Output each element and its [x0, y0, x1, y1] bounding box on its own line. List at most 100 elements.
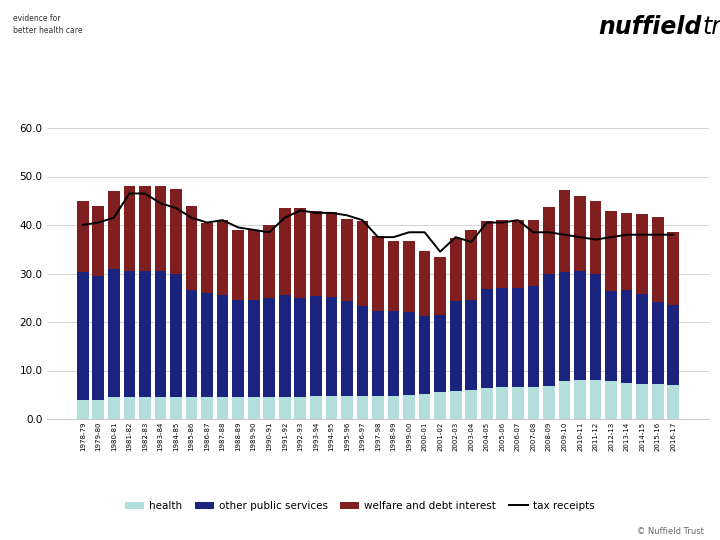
- Bar: [606, 381, 617, 419]
- Bar: [233, 300, 244, 397]
- Bar: [512, 388, 523, 419]
- Bar: [279, 397, 291, 419]
- Text: nuffield: nuffield: [598, 16, 702, 39]
- Bar: [155, 271, 166, 397]
- Bar: [652, 302, 664, 384]
- Bar: [186, 291, 197, 397]
- Bar: [636, 294, 648, 383]
- Bar: [512, 220, 523, 288]
- Bar: [310, 396, 322, 419]
- Bar: [636, 214, 648, 294]
- Bar: [341, 219, 353, 301]
- Bar: [170, 397, 182, 419]
- Bar: [186, 397, 197, 419]
- Bar: [139, 397, 150, 419]
- Bar: [652, 217, 664, 302]
- Bar: [310, 296, 322, 396]
- Bar: [170, 273, 182, 397]
- Bar: [108, 397, 120, 419]
- Bar: [139, 271, 150, 397]
- Bar: [294, 298, 306, 397]
- Bar: [310, 212, 322, 296]
- Bar: [92, 206, 104, 276]
- Bar: [434, 315, 446, 393]
- Bar: [264, 298, 275, 397]
- Bar: [279, 208, 291, 295]
- Bar: [264, 397, 275, 419]
- Bar: [124, 397, 135, 419]
- Bar: [77, 272, 89, 400]
- Bar: [434, 393, 446, 419]
- Bar: [667, 232, 679, 305]
- Bar: [201, 293, 213, 397]
- Bar: [652, 384, 664, 419]
- Bar: [233, 397, 244, 419]
- Bar: [341, 396, 353, 419]
- Bar: [201, 397, 213, 419]
- Bar: [108, 191, 120, 268]
- Bar: [186, 206, 197, 291]
- Bar: [248, 397, 259, 419]
- Bar: [667, 385, 679, 419]
- Bar: [543, 386, 555, 419]
- Bar: [543, 207, 555, 274]
- Bar: [356, 396, 369, 419]
- Bar: [279, 295, 291, 397]
- Bar: [559, 381, 570, 419]
- Bar: [155, 397, 166, 419]
- Bar: [512, 288, 523, 388]
- Bar: [201, 222, 213, 293]
- Bar: [264, 225, 275, 298]
- Bar: [621, 291, 632, 383]
- Bar: [606, 292, 617, 381]
- Bar: [403, 240, 415, 312]
- Bar: [465, 230, 477, 300]
- Bar: [481, 388, 492, 419]
- Bar: [559, 272, 570, 381]
- Bar: [465, 390, 477, 419]
- Bar: [590, 273, 601, 380]
- Text: evidence for
better health care: evidence for better health care: [13, 15, 83, 35]
- Bar: [108, 268, 120, 397]
- Bar: [497, 388, 508, 419]
- Bar: [294, 397, 306, 419]
- Bar: [450, 238, 462, 301]
- Bar: [387, 240, 400, 311]
- Bar: [419, 394, 431, 419]
- Bar: [217, 397, 228, 419]
- Legend: health, other public services, welfare and debt interest, tax receipts: health, other public services, welfare a…: [125, 501, 595, 511]
- Bar: [419, 251, 431, 316]
- Bar: [92, 400, 104, 419]
- Bar: [403, 395, 415, 419]
- Bar: [325, 297, 337, 396]
- Bar: [434, 256, 446, 315]
- Bar: [248, 300, 259, 397]
- Bar: [387, 311, 400, 396]
- Bar: [590, 201, 601, 273]
- Bar: [77, 400, 89, 419]
- Bar: [543, 274, 555, 386]
- Bar: [403, 312, 415, 395]
- Bar: [497, 220, 508, 288]
- Bar: [233, 230, 244, 300]
- Bar: [372, 396, 384, 419]
- Bar: [528, 286, 539, 388]
- Text: © Nuffield Trust: © Nuffield Trust: [637, 526, 704, 536]
- Bar: [481, 289, 492, 388]
- Bar: [248, 230, 259, 300]
- Bar: [294, 208, 306, 298]
- Bar: [124, 271, 135, 397]
- Text: UK Health Spending, government spending and tax 1978-79
to 2016-17: UK Health Spending, government spending …: [13, 69, 559, 103]
- Bar: [92, 276, 104, 400]
- Bar: [621, 213, 632, 291]
- Bar: [77, 201, 89, 272]
- Bar: [419, 316, 431, 394]
- Bar: [590, 380, 601, 419]
- Bar: [574, 271, 586, 380]
- Bar: [528, 220, 539, 286]
- Bar: [667, 305, 679, 385]
- Bar: [450, 391, 462, 419]
- Bar: [387, 396, 400, 419]
- Bar: [356, 306, 369, 396]
- Bar: [574, 196, 586, 271]
